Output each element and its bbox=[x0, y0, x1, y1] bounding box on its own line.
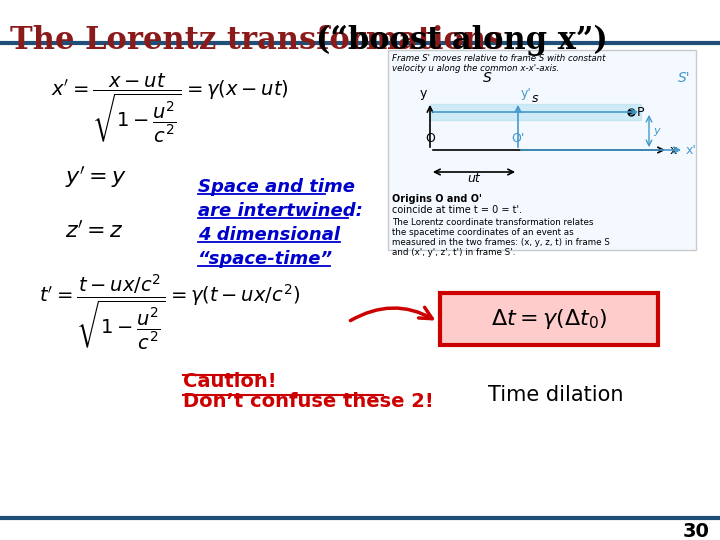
Text: “space-time”: “space-time” bbox=[198, 250, 333, 268]
Bar bbox=[388, 50, 696, 250]
Text: ut: ut bbox=[467, 172, 480, 185]
Text: $z' = z$: $z' = z$ bbox=[65, 220, 124, 241]
Bar bbox=[440, 293, 658, 345]
Text: y: y bbox=[420, 87, 427, 100]
Text: S: S bbox=[483, 71, 492, 85]
Text: Caution!: Caution! bbox=[183, 372, 276, 391]
Text: x': x' bbox=[686, 144, 697, 157]
Text: P: P bbox=[637, 105, 644, 118]
Text: x: x bbox=[670, 144, 678, 157]
Text: Time dilation: Time dilation bbox=[488, 385, 624, 405]
Text: 4 dimensional: 4 dimensional bbox=[198, 226, 340, 244]
Text: Space and time: Space and time bbox=[198, 178, 355, 196]
Text: y: y bbox=[653, 126, 660, 136]
Text: $\Delta t = \gamma(\Delta t_0)$: $\Delta t = \gamma(\Delta t_0)$ bbox=[491, 307, 607, 331]
Text: O: O bbox=[425, 132, 435, 145]
Text: Don’t confuse these 2!: Don’t confuse these 2! bbox=[183, 392, 433, 411]
Text: The Lorentz transformations: The Lorentz transformations bbox=[10, 25, 514, 56]
Text: S': S' bbox=[678, 71, 690, 85]
Text: velocity u along the common x-x'-axis.: velocity u along the common x-x'-axis. bbox=[392, 64, 559, 73]
Text: coincide at time t = 0 = t'.: coincide at time t = 0 = t'. bbox=[392, 205, 522, 215]
Text: $t' = \dfrac{t - ux/c^2}{\sqrt{1 - \dfrac{u^2}{c^2}}} = \gamma(t - ux/c^2)$: $t' = \dfrac{t - ux/c^2}{\sqrt{1 - \dfra… bbox=[40, 273, 301, 353]
Text: The Lorentz coordinate transformation relates: The Lorentz coordinate transformation re… bbox=[392, 218, 593, 227]
Text: and (x', y', z', t') in frame S'.: and (x', y', z', t') in frame S'. bbox=[392, 248, 516, 257]
Text: $x' = \dfrac{x - ut}{\sqrt{1 - \dfrac{u^2}{c^2}}} = \gamma(x - ut)$: $x' = \dfrac{x - ut}{\sqrt{1 - \dfrac{u^… bbox=[51, 72, 289, 145]
Text: Frame S' moves relative to frame S with constant: Frame S' moves relative to frame S with … bbox=[392, 54, 606, 63]
Text: y': y' bbox=[521, 87, 532, 100]
Text: the spacetime coordinates of an event as: the spacetime coordinates of an event as bbox=[392, 228, 574, 237]
FancyArrowPatch shape bbox=[351, 307, 432, 321]
Text: s: s bbox=[532, 92, 539, 105]
Text: Origins O and O': Origins O and O' bbox=[392, 194, 482, 204]
Text: are intertwined:: are intertwined: bbox=[198, 202, 363, 220]
Text: $y' = y$: $y' = y$ bbox=[65, 165, 127, 191]
Text: (“boost along x”): (“boost along x”) bbox=[316, 25, 608, 56]
Text: O': O' bbox=[511, 132, 525, 145]
Text: 30: 30 bbox=[683, 522, 710, 540]
Text: measured in the two frames: (x, y, z, t) in frame S: measured in the two frames: (x, y, z, t)… bbox=[392, 238, 610, 247]
